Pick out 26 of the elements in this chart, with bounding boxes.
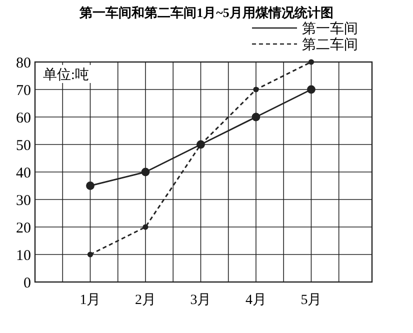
x-tick-label: 3月 bbox=[190, 293, 212, 308]
annotation: 单位:吨 bbox=[43, 67, 89, 83]
y-tick-label: 30 bbox=[16, 192, 31, 209]
y-tick-label: 70 bbox=[16, 82, 31, 99]
x-tick-label: 5月 bbox=[300, 293, 322, 308]
point bbox=[142, 224, 148, 230]
point bbox=[87, 252, 94, 258]
point bbox=[252, 112, 260, 122]
x-tick-label: 4月 bbox=[245, 293, 266, 308]
y-tick-label: 10 bbox=[16, 248, 31, 264]
y-tick-label: 20 bbox=[16, 220, 31, 236]
legend-label: 第二车间 bbox=[302, 36, 358, 53]
point bbox=[86, 182, 94, 190]
x-tick-label: 1月 bbox=[80, 293, 101, 308]
y-tick-label: 0 bbox=[24, 275, 31, 292]
x-tick-label: 2月 bbox=[134, 293, 156, 308]
chart-title: 第一车间和第二车间1月~5月用煤情况统计图 bbox=[78, 5, 334, 20]
point bbox=[253, 86, 259, 92]
point bbox=[141, 168, 150, 176]
y-tick-label: 60 bbox=[16, 110, 31, 126]
y-tick-label: 80 bbox=[16, 55, 31, 72]
y-tick-label: 50 bbox=[16, 138, 31, 154]
point bbox=[307, 85, 316, 94]
legend-label: 第一车间 bbox=[302, 20, 358, 37]
point bbox=[308, 59, 314, 65]
y-tick-label: 40 bbox=[16, 165, 31, 182]
